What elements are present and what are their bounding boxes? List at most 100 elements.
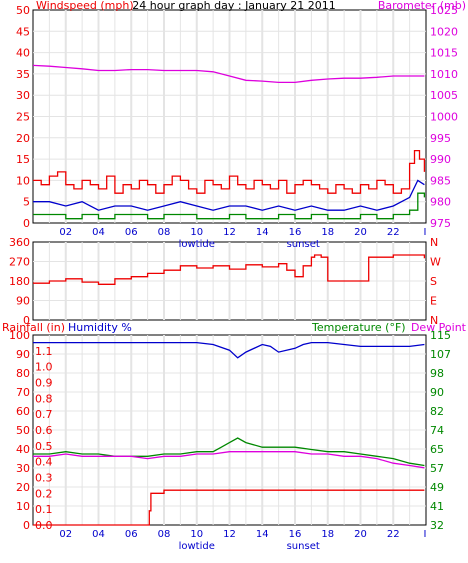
rainfall-tick-label: 0.9 [35,377,53,390]
hour-tick-label: 04 [92,227,105,238]
windspeed-tick-label: 10 [16,174,30,187]
windspeed-axis-label: Windspeed (mph) [36,0,134,12]
temperature-axis-label: Temperature (°F) [311,321,406,334]
direction-tick-label: 360 [9,236,30,249]
windspeed-tick-label: 45 [16,25,30,38]
barometer-tick-label: 1010 [430,68,458,81]
humidity-tick-label: 10 [16,500,30,513]
hour-tick-label: 06 [125,529,138,540]
hour-tick-label: 06 [125,227,138,238]
hour-tick-label: 12 [223,529,236,540]
humidity-tick-label: 0 [23,519,30,532]
hour-tick-label: 04 [92,529,105,540]
hour-tick-label: 10 [190,529,203,540]
compass-tick-label: S [430,275,437,288]
hour-tick-label: 02 [59,529,72,540]
humidity-axis-label: Humidity % [68,321,132,334]
direction-tick-label: 270 [9,256,30,269]
rainfall-tick-label: 0.3 [35,472,53,485]
wind-average-line [33,179,425,211]
hour-tick-label: 10 [190,227,203,238]
humidity-tick-label: 90 [16,348,30,361]
rainfall-tick-label: 0.4 [35,456,53,469]
windspeed-tick-label: 5 [23,196,30,209]
hour-tick-label: 18 [321,227,334,238]
temperature-tick-label: 65 [430,443,444,456]
temperature-tick-label: 32 [430,519,444,532]
rainfall-tick-label: 0.8 [35,392,53,405]
barometer-tick-label: 975 [430,217,451,230]
chart-title: 24 hour graph day : January 21 2011 [132,0,336,12]
humidity-line [33,341,425,359]
direction-tick-label: 90 [16,295,30,308]
windspeed-tick-label: 15 [16,153,30,166]
rainfall-tick-label: 0.7 [35,408,53,421]
rainfall-axis-label: Rainfall (in) [2,321,65,334]
temperature-tick-label: 49 [430,481,444,494]
hour-tick-label: 16 [289,227,302,238]
event-marker-label: sunset [287,239,320,250]
humidity-tick-label: 60 [16,405,30,418]
hour-tick-label: 08 [158,529,171,540]
barometer-tick-label: 995 [430,132,451,145]
humidity-tick-label: 100 [9,329,30,342]
humidity-tick-label: 40 [16,443,30,456]
hour-tick-label: 16 [289,529,302,540]
event-marker-label: sunset [287,541,320,552]
x-tick-end: I [424,227,427,238]
direction-tick-label: 0 [23,314,30,327]
temperature-tick-label: 41 [430,500,444,513]
windspeed-tick-label: 30 [16,89,30,102]
windspeed-tick-label: 0 [23,217,30,230]
event-marker-label: lowtide [179,541,215,552]
rainfall-line [33,489,425,526]
compass-tick-label: N [430,314,438,327]
direction-tick-label: 180 [9,275,30,288]
hour-tick-label: 18 [321,529,334,540]
x-tick-end: I [424,529,427,540]
hour-tick-label: 22 [387,529,400,540]
temperature-tick-label: 74 [430,424,444,437]
gust-line [33,192,426,220]
rainfall-tick-label: 1.1 [35,345,53,358]
hour-tick-label: 02 [59,227,72,238]
event-marker-label: lowtide [179,239,215,250]
windspeed-tick-label: 35 [16,68,30,81]
barometer-tick-label: 1005 [430,89,458,102]
compass-tick-label: W [430,256,441,269]
barometer-tick-label: 1025 [430,4,458,17]
temperature-tick-label: 57 [430,462,444,475]
temperature-tick-label: 90 [430,386,444,399]
temperature-tick-label: 82 [430,405,444,418]
rainfall-tick-label: 0.2 [35,487,53,500]
temperature-line [33,437,425,467]
temperature-tick-label: 107 [430,348,451,361]
barometer-tick-label: 1015 [430,47,458,60]
windspeed-tick-label: 25 [16,111,30,124]
hour-tick-label: 22 [387,227,400,238]
barometer-tick-label: 990 [430,153,451,166]
windspeed-tick-label: 40 [16,47,30,60]
rainfall-tick-label: 0.1 [35,503,53,516]
windspeed-tick-label: 20 [16,132,30,145]
barometer-line [32,64,425,84]
wind-direction-line [33,254,426,285]
dewpoint-line [33,451,425,469]
hour-tick-label: 20 [354,227,367,238]
hour-tick-label: 14 [256,227,269,238]
rainfall-tick-label: 0.5 [35,440,53,453]
humidity-tick-label: 80 [16,367,30,380]
humidity-tick-label: 70 [16,386,30,399]
compass-tick-label: E [430,295,437,308]
humidity-tick-label: 30 [16,462,30,475]
hour-tick-label: 08 [158,227,171,238]
rainfall-tick-label: 0.6 [35,424,53,437]
temperature-tick-label: 115 [430,329,451,342]
compass-tick-label: N [430,236,438,249]
barometer-tick-label: 1000 [430,111,458,124]
humidity-tick-label: 20 [16,481,30,494]
barometer-axis-label: Barometer (mb) [378,0,466,12]
barometer-tick-label: 1020 [430,25,458,38]
